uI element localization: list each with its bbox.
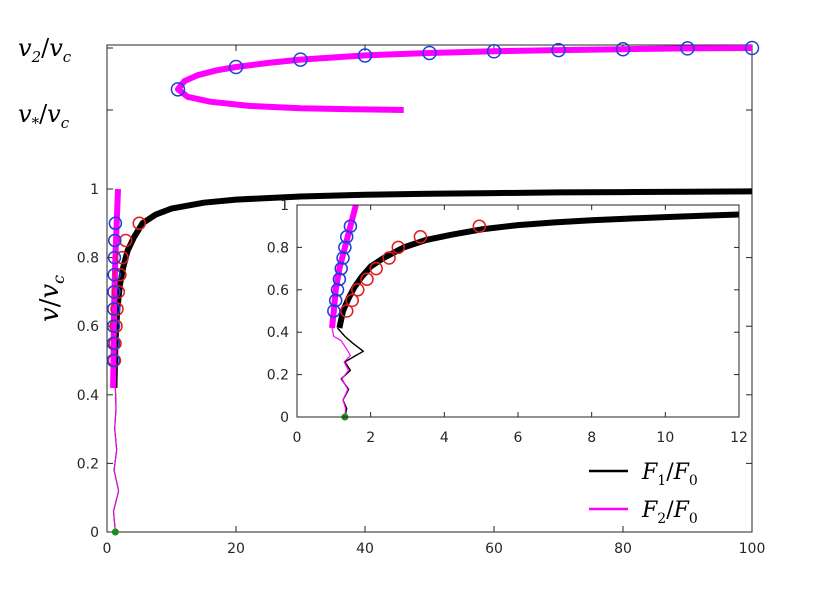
- main-ylabel: v/vc: [35, 275, 68, 322]
- inset-marker-red: [360, 272, 374, 286]
- inset-marker-blue: [328, 293, 343, 308]
- main-xtick-label: 40: [356, 541, 374, 557]
- inset-marker-red: [472, 219, 487, 233]
- main-marker-red: [111, 285, 126, 299]
- main-upper-marker-blue: [551, 42, 566, 58]
- inset-xtick-label: 10: [656, 430, 674, 446]
- main-xtick-label: 80: [614, 541, 632, 557]
- main-upper-marker-blue: [357, 48, 373, 63]
- main-marker-red: [113, 268, 127, 282]
- inset-marker-red: [369, 261, 383, 276]
- main-upper-branch-line: [174, 45, 753, 113]
- main-marker-red: [118, 233, 133, 248]
- inset-ytick-label: 0: [280, 410, 289, 426]
- main-marker-blue: [106, 353, 121, 368]
- main-marker-blue: [108, 216, 123, 231]
- legend: F1/F0 F2/F0: [589, 460, 698, 527]
- legend-label-f1: F1/F0: [641, 460, 698, 489]
- legend-label-f2: F2/F0: [641, 498, 698, 527]
- main-xtick-label: 20: [227, 541, 245, 557]
- main-upper-marker-blue: [228, 59, 244, 75]
- inset-xtick-label: 2: [366, 430, 375, 446]
- main-ytick-label: 0.2: [77, 456, 99, 472]
- inset-marker-blue: [330, 283, 345, 297]
- main-series-f2-line: [110, 188, 121, 388]
- main-series-f1-line: [111, 188, 753, 388]
- svg-text:v*/vc: v*/vc: [18, 100, 70, 132]
- v2-over-vc-label: v2/vc: [18, 34, 72, 66]
- inset-ytick-label: 0.8: [267, 240, 289, 256]
- main-marker-blue: [107, 285, 121, 299]
- inset-xtick-label: 12: [730, 430, 748, 446]
- inset-background: [297, 205, 739, 417]
- main-start-point: [111, 528, 119, 536]
- inset-marker-blue: [332, 272, 347, 286]
- inset-xtick-label: 6: [514, 430, 523, 446]
- inset-series-f1-line: [336, 211, 740, 329]
- main-ytick-label: 0: [90, 525, 99, 541]
- inset-marker-red: [351, 283, 365, 297]
- main-noise-magenta: [113, 387, 120, 533]
- main-marker-blue: [107, 302, 121, 316]
- inset-ticks: 0 2 4 6 8 10 12 0 0.2 0.4 0.6 0.8 1: [267, 198, 748, 446]
- main-xtick-label: 0: [103, 541, 112, 557]
- main-marker-blue: [106, 336, 121, 351]
- inset-series: [327, 204, 740, 421]
- inset-marker-blue: [336, 251, 350, 265]
- inset-xtick-label: 0: [293, 430, 302, 446]
- inset-ytick-label: 0.2: [267, 368, 289, 384]
- main-upper-marker-blue: [744, 40, 760, 56]
- main-upper-marker-blue: [422, 45, 437, 61]
- vstar-over-vc-label: v*/vc: [18, 100, 70, 132]
- main-upper-marker-blue: [170, 82, 186, 97]
- inset-ytick-label: 0.4: [267, 325, 289, 341]
- inset-marker-blue: [334, 261, 348, 276]
- main-xtick-label: 100: [739, 541, 766, 557]
- main-ytick-label: 0.4: [77, 388, 99, 404]
- inset-marker-blue: [327, 304, 341, 318]
- inset-marker-red: [339, 304, 354, 318]
- main-marker-red: [115, 250, 129, 265]
- main-ytick-label: 0.8: [77, 251, 99, 267]
- main-marker-blue: [106, 319, 121, 333]
- main-upper-marker-blue: [680, 41, 695, 56]
- main-marker-red: [110, 302, 124, 316]
- main-series: [106, 40, 760, 536]
- main-marker-blue: [107, 250, 122, 265]
- inset-xtick-label: 8: [587, 430, 596, 446]
- main-xtick-label: 60: [485, 541, 503, 557]
- inset-noise-magenta: [331, 327, 351, 418]
- inset-marker-red: [345, 293, 359, 308]
- inset-xtick-label: 4: [440, 430, 449, 446]
- main-ytick-label: 0.6: [77, 319, 99, 335]
- main-upper-marker-blue: [486, 44, 502, 59]
- inset-marker-blue: [343, 219, 358, 233]
- inset-marker-blue: [338, 240, 352, 255]
- main-marker-blue: [107, 268, 121, 282]
- main-marker-blue: [107, 233, 122, 248]
- inset-marker-red: [391, 240, 406, 255]
- main-marker-red: [132, 216, 146, 231]
- main-ytick-label: 1: [90, 182, 99, 198]
- inset-ytick-label: 1: [280, 198, 289, 214]
- main-upper-marker-blue: [615, 41, 631, 57]
- svg-text:v/vc: v/vc: [35, 275, 68, 322]
- main-axes-frame: [106, 44, 753, 533]
- inset-marker-red: [382, 251, 396, 265]
- main-upper-marker-blue: [293, 52, 308, 67]
- inset-series-f2-line: [329, 204, 359, 329]
- svg-text:v2/vc: v2/vc: [18, 34, 72, 66]
- inset-ytick-label: 0.6: [267, 283, 289, 299]
- inset-marker-red: [413, 230, 428, 244]
